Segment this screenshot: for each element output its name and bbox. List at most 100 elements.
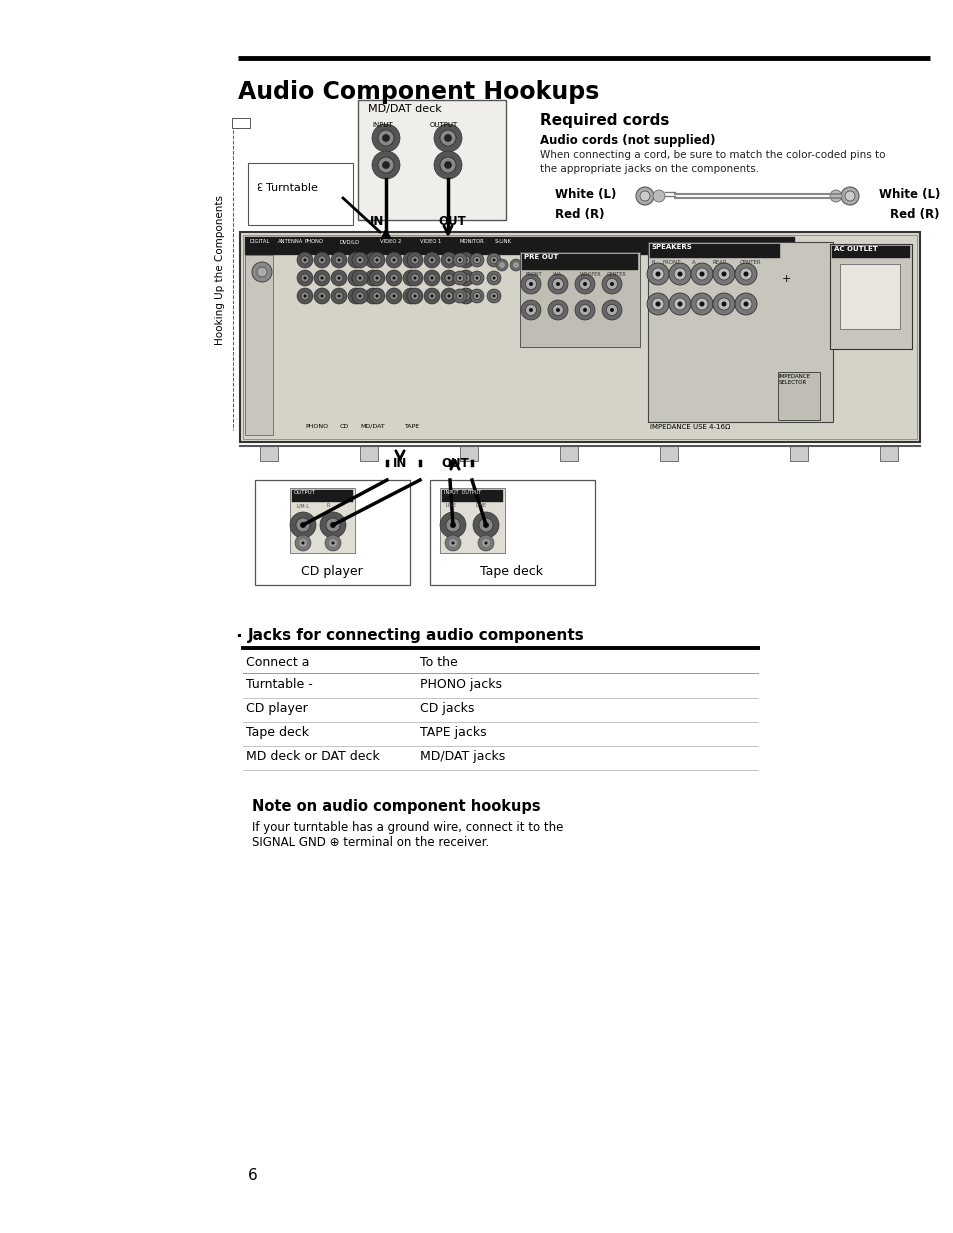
Text: White (L): White (L)	[878, 187, 939, 201]
Text: Tape deck: Tape deck	[246, 726, 309, 739]
Circle shape	[458, 295, 461, 297]
Circle shape	[742, 302, 748, 307]
Text: CENTER: CENTER	[606, 272, 626, 277]
Circle shape	[456, 292, 463, 300]
Text: INPUT: INPUT	[372, 122, 393, 128]
Circle shape	[513, 261, 518, 268]
Bar	[831, 247, 909, 258]
Circle shape	[369, 270, 385, 286]
Circle shape	[299, 522, 306, 528]
Text: CD player: CD player	[301, 565, 362, 578]
Text: VIDEO 2: VIDEO 2	[379, 239, 401, 244]
Circle shape	[556, 308, 559, 312]
Text: TAPE jacks: TAPE jacks	[419, 726, 486, 739]
Text: REAR: REAR	[712, 260, 727, 265]
Circle shape	[712, 263, 734, 285]
Circle shape	[348, 289, 364, 305]
Circle shape	[582, 282, 586, 286]
Circle shape	[473, 292, 480, 300]
Circle shape	[639, 191, 649, 201]
Bar	[232, 118, 250, 128]
Bar	[647, 242, 832, 422]
Circle shape	[375, 259, 378, 261]
Circle shape	[520, 300, 540, 321]
Circle shape	[382, 162, 389, 169]
Circle shape	[578, 279, 590, 290]
Circle shape	[453, 289, 467, 303]
Circle shape	[646, 293, 668, 314]
Circle shape	[734, 263, 757, 285]
Text: the appropriate jacks on the components.: the appropriate jacks on the components.	[539, 164, 759, 174]
Bar	[441, 490, 502, 502]
Circle shape	[355, 276, 357, 280]
Text: WOOFER: WOOFER	[579, 272, 601, 277]
Circle shape	[470, 253, 483, 268]
Text: Connect a: Connect a	[246, 656, 309, 670]
Text: IN: IN	[393, 457, 407, 470]
Text: ·: ·	[234, 628, 242, 646]
Circle shape	[355, 256, 364, 264]
Text: ANTENNA: ANTENNA	[277, 239, 303, 244]
Circle shape	[473, 256, 480, 264]
Circle shape	[428, 274, 436, 282]
Circle shape	[451, 541, 454, 545]
Circle shape	[490, 275, 497, 281]
Circle shape	[609, 282, 614, 286]
Circle shape	[486, 253, 500, 268]
Circle shape	[477, 535, 494, 551]
Circle shape	[481, 539, 490, 547]
Circle shape	[552, 305, 563, 316]
Text: Turntable: Turntable	[266, 182, 317, 194]
Circle shape	[464, 276, 467, 280]
Bar	[559, 446, 578, 461]
Circle shape	[352, 274, 359, 282]
Circle shape	[510, 259, 521, 271]
Bar	[521, 254, 638, 270]
Circle shape	[317, 256, 326, 264]
Circle shape	[407, 292, 415, 300]
Circle shape	[690, 293, 712, 314]
Circle shape	[355, 259, 357, 261]
Circle shape	[484, 541, 487, 545]
Bar	[357, 100, 505, 219]
Text: CENTER: CENTER	[740, 260, 760, 265]
Circle shape	[365, 252, 380, 268]
Circle shape	[492, 259, 495, 261]
Circle shape	[606, 305, 617, 316]
Text: Required cords: Required cords	[539, 113, 669, 128]
Circle shape	[301, 256, 309, 264]
Circle shape	[458, 259, 461, 261]
Circle shape	[411, 274, 418, 282]
Bar	[459, 446, 477, 461]
Text: SIGNAL GND ⊕ terminal on the receiver.: SIGNAL GND ⊕ terminal on the receiver.	[252, 836, 489, 850]
Circle shape	[411, 256, 418, 264]
Text: Tape deck: Tape deck	[480, 565, 543, 578]
Circle shape	[290, 512, 315, 538]
Circle shape	[407, 289, 422, 305]
Circle shape	[456, 256, 463, 264]
Circle shape	[369, 292, 376, 300]
Circle shape	[320, 276, 323, 280]
Bar	[659, 446, 678, 461]
Text: R: R	[651, 260, 655, 265]
Text: Audio Component Hookups: Audio Component Hookups	[237, 80, 598, 104]
Circle shape	[377, 157, 394, 173]
Circle shape	[428, 256, 436, 264]
Circle shape	[320, 259, 323, 261]
Circle shape	[720, 302, 726, 307]
Bar	[840, 264, 899, 329]
Text: R: R	[327, 503, 330, 508]
Bar	[649, 244, 780, 258]
Circle shape	[352, 270, 368, 286]
Circle shape	[373, 274, 380, 282]
Circle shape	[547, 274, 567, 293]
Circle shape	[423, 252, 439, 268]
Circle shape	[520, 274, 540, 293]
Circle shape	[841, 187, 858, 205]
Text: PHONO jacks: PHONO jacks	[419, 678, 501, 690]
Circle shape	[371, 259, 375, 261]
Circle shape	[352, 252, 368, 268]
Text: CD player: CD player	[246, 702, 308, 715]
Circle shape	[473, 512, 498, 538]
Circle shape	[712, 293, 734, 314]
